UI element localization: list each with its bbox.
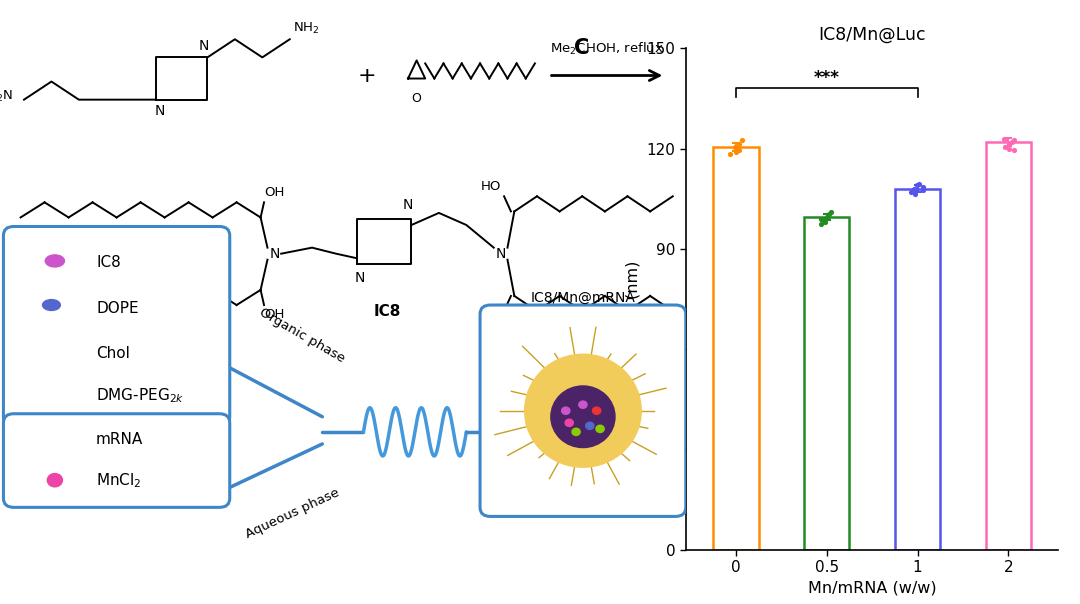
Ellipse shape xyxy=(585,422,594,429)
Point xyxy=(730,139,747,149)
Point xyxy=(914,185,931,195)
Text: N: N xyxy=(496,246,505,261)
Point xyxy=(731,146,748,155)
Text: mRNA: mRNA xyxy=(96,432,144,446)
Point xyxy=(812,219,829,229)
Text: OH: OH xyxy=(264,308,284,321)
Text: C: C xyxy=(573,38,590,59)
Text: Organic phase: Organic phase xyxy=(257,306,348,365)
Point xyxy=(915,182,932,192)
Point xyxy=(815,216,833,225)
Point xyxy=(903,187,920,197)
Point xyxy=(997,142,1014,152)
Ellipse shape xyxy=(45,255,65,267)
Text: OH: OH xyxy=(481,314,501,327)
Point xyxy=(821,209,838,219)
Ellipse shape xyxy=(565,419,573,426)
FancyBboxPatch shape xyxy=(3,226,230,426)
Ellipse shape xyxy=(572,428,580,435)
Point xyxy=(1003,137,1021,147)
Bar xyxy=(895,188,941,550)
Text: O: O xyxy=(411,92,421,106)
Text: N: N xyxy=(154,104,164,118)
Text: Aqueous phase: Aqueous phase xyxy=(243,486,341,541)
Text: N: N xyxy=(199,39,210,53)
Text: N: N xyxy=(355,272,365,286)
Ellipse shape xyxy=(525,354,642,467)
Ellipse shape xyxy=(42,300,60,310)
Text: H$_2$N: H$_2$N xyxy=(0,89,12,104)
Point xyxy=(727,142,744,152)
Text: N: N xyxy=(269,246,280,261)
Text: Chol: Chol xyxy=(96,346,130,361)
Text: NH$_2$: NH$_2$ xyxy=(293,21,320,36)
Text: MnCl$_2$: MnCl$_2$ xyxy=(96,471,141,489)
Text: IC8: IC8 xyxy=(374,303,401,318)
Point xyxy=(727,144,744,153)
Point xyxy=(1000,139,1017,149)
Text: IC8/Mn@mRNA: IC8/Mn@mRNA xyxy=(530,291,635,305)
Point xyxy=(910,179,928,188)
Point xyxy=(905,184,922,193)
Text: Me$_2$CHOH, reflux: Me$_2$CHOH, reflux xyxy=(550,41,664,57)
X-axis label: Mn/mRNA (w/w): Mn/mRNA (w/w) xyxy=(808,580,936,596)
Point xyxy=(995,133,1012,143)
Point xyxy=(1005,135,1023,145)
Y-axis label: Size (nm): Size (nm) xyxy=(626,261,640,337)
Point xyxy=(908,181,926,190)
Point xyxy=(812,214,829,223)
Bar xyxy=(713,147,758,550)
Point xyxy=(906,189,923,199)
Ellipse shape xyxy=(48,474,63,487)
Text: ***: *** xyxy=(813,69,839,87)
Ellipse shape xyxy=(593,407,600,414)
Bar xyxy=(804,217,849,550)
Bar xyxy=(986,142,1031,550)
Point xyxy=(733,135,751,145)
Text: N: N xyxy=(403,198,414,212)
Point xyxy=(1000,144,1017,153)
Point xyxy=(728,147,745,157)
Text: OH: OH xyxy=(264,186,284,199)
Point xyxy=(822,207,839,217)
FancyBboxPatch shape xyxy=(480,305,686,516)
Point xyxy=(721,149,739,158)
Text: DMG-PEG$_{2k}$: DMG-PEG$_{2k}$ xyxy=(96,387,185,405)
Text: IC8: IC8 xyxy=(96,255,121,270)
Ellipse shape xyxy=(579,401,588,408)
Point xyxy=(818,212,835,222)
Ellipse shape xyxy=(562,407,570,414)
Text: DOPE: DOPE xyxy=(96,301,138,315)
FancyBboxPatch shape xyxy=(3,414,230,507)
Ellipse shape xyxy=(551,386,615,448)
Text: +: + xyxy=(357,65,376,86)
Title: IC8/Mn@Luc: IC8/Mn@Luc xyxy=(819,26,926,44)
Ellipse shape xyxy=(596,425,604,432)
Point xyxy=(1005,146,1023,155)
Text: HO: HO xyxy=(481,180,501,193)
Point xyxy=(816,217,834,227)
